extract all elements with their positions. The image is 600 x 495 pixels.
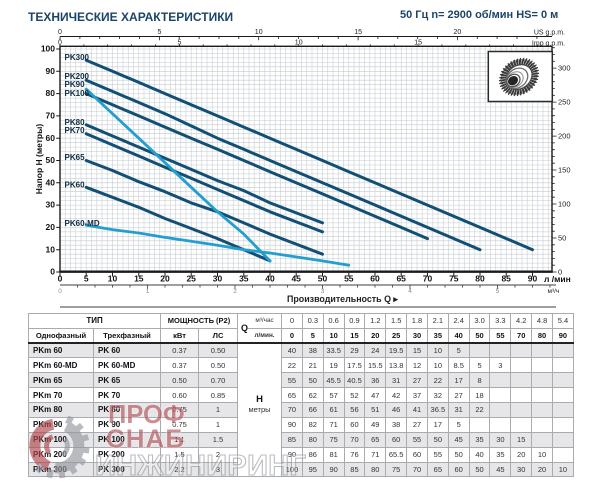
svg-text:30: 30 <box>213 274 223 284</box>
svg-text:ИНЖИНИРИНГ: ИНЖИНИРИНГ <box>95 450 306 482</box>
svg-text:PK80: PK80 <box>65 118 86 127</box>
svg-text:40: 40 <box>265 274 275 284</box>
svg-text:PK300: PK300 <box>65 53 90 62</box>
svg-text:5: 5 <box>84 274 89 284</box>
svg-text:Напор H (метры): Напор H (метры) <box>34 124 44 195</box>
svg-text:15: 15 <box>134 274 144 284</box>
svg-text:90: 90 <box>46 66 56 76</box>
svg-text:20: 20 <box>454 29 462 36</box>
svg-text:65: 65 <box>396 274 406 284</box>
svg-text:PK65: PK65 <box>65 153 86 162</box>
svg-text:80: 80 <box>475 274 485 284</box>
svg-text:10: 10 <box>295 39 303 46</box>
svg-text:PK60: PK60 <box>65 181 86 190</box>
svg-text:м³/ч: м³/ч <box>548 288 560 295</box>
svg-text:35: 35 <box>239 274 249 284</box>
svg-text:0: 0 <box>58 274 63 284</box>
svg-text:0: 0 <box>58 39 62 46</box>
svg-text:0: 0 <box>58 288 62 295</box>
svg-text:3: 3 <box>321 288 325 295</box>
svg-text:50: 50 <box>318 274 328 284</box>
svg-text:250: 250 <box>558 98 571 107</box>
svg-text:10: 10 <box>46 244 56 254</box>
svg-text:20: 20 <box>46 222 56 232</box>
svg-text:Производительность Q ▸: Производительность Q ▸ <box>287 294 398 304</box>
svg-text:70: 70 <box>423 274 433 284</box>
svg-text:25: 25 <box>186 274 196 284</box>
svg-text:0: 0 <box>558 268 562 277</box>
svg-text:1: 1 <box>146 288 150 295</box>
svg-text:US g.p.m.: US g.p.m. <box>534 30 565 37</box>
svg-text:PK70: PK70 <box>65 126 86 135</box>
svg-text:СНАБ: СНАБ <box>106 424 185 454</box>
svg-text:40: 40 <box>46 177 56 187</box>
svg-text:80: 80 <box>46 88 56 98</box>
svg-text:10: 10 <box>108 274 118 284</box>
svg-text:0: 0 <box>50 267 55 277</box>
svg-text:ПРОФ: ПРОФ <box>108 401 185 429</box>
svg-text:2: 2 <box>233 288 237 295</box>
svg-text:10: 10 <box>255 29 263 36</box>
svg-text:20: 20 <box>160 274 170 284</box>
svg-text:60: 60 <box>46 133 56 143</box>
svg-text:85: 85 <box>501 274 511 284</box>
svg-text:75: 75 <box>449 274 459 284</box>
svg-text:45: 45 <box>291 274 301 284</box>
svg-text:90: 90 <box>528 274 538 284</box>
svg-text:55: 55 <box>344 274 354 284</box>
svg-text:PK200: PK200 <box>65 72 90 81</box>
svg-text:100: 100 <box>41 44 55 54</box>
svg-text:PK90: PK90 <box>65 80 86 89</box>
svg-text:0: 0 <box>58 29 62 36</box>
svg-text:15: 15 <box>414 39 422 46</box>
svg-text:5: 5 <box>496 288 500 295</box>
svg-text:4: 4 <box>408 288 412 295</box>
svg-text:50: 50 <box>558 234 566 243</box>
svg-text:Imp g.p.m.: Imp g.p.m. <box>532 41 565 48</box>
svg-text:300: 300 <box>558 64 571 73</box>
svg-text:60: 60 <box>370 274 380 284</box>
svg-text:150: 150 <box>558 166 571 175</box>
svg-text:5: 5 <box>157 29 161 36</box>
svg-text:л /мин: л /мин <box>544 274 571 284</box>
svg-text:30: 30 <box>46 200 56 210</box>
svg-text:PK60-MD: PK60-MD <box>65 219 100 228</box>
svg-text:100: 100 <box>558 200 571 209</box>
svg-text:70: 70 <box>46 111 56 121</box>
svg-text:PK100: PK100 <box>65 89 90 98</box>
svg-text:200: 200 <box>558 132 571 141</box>
svg-text:50: 50 <box>46 155 56 165</box>
svg-text:15: 15 <box>354 29 362 36</box>
svg-text:5: 5 <box>177 39 181 46</box>
